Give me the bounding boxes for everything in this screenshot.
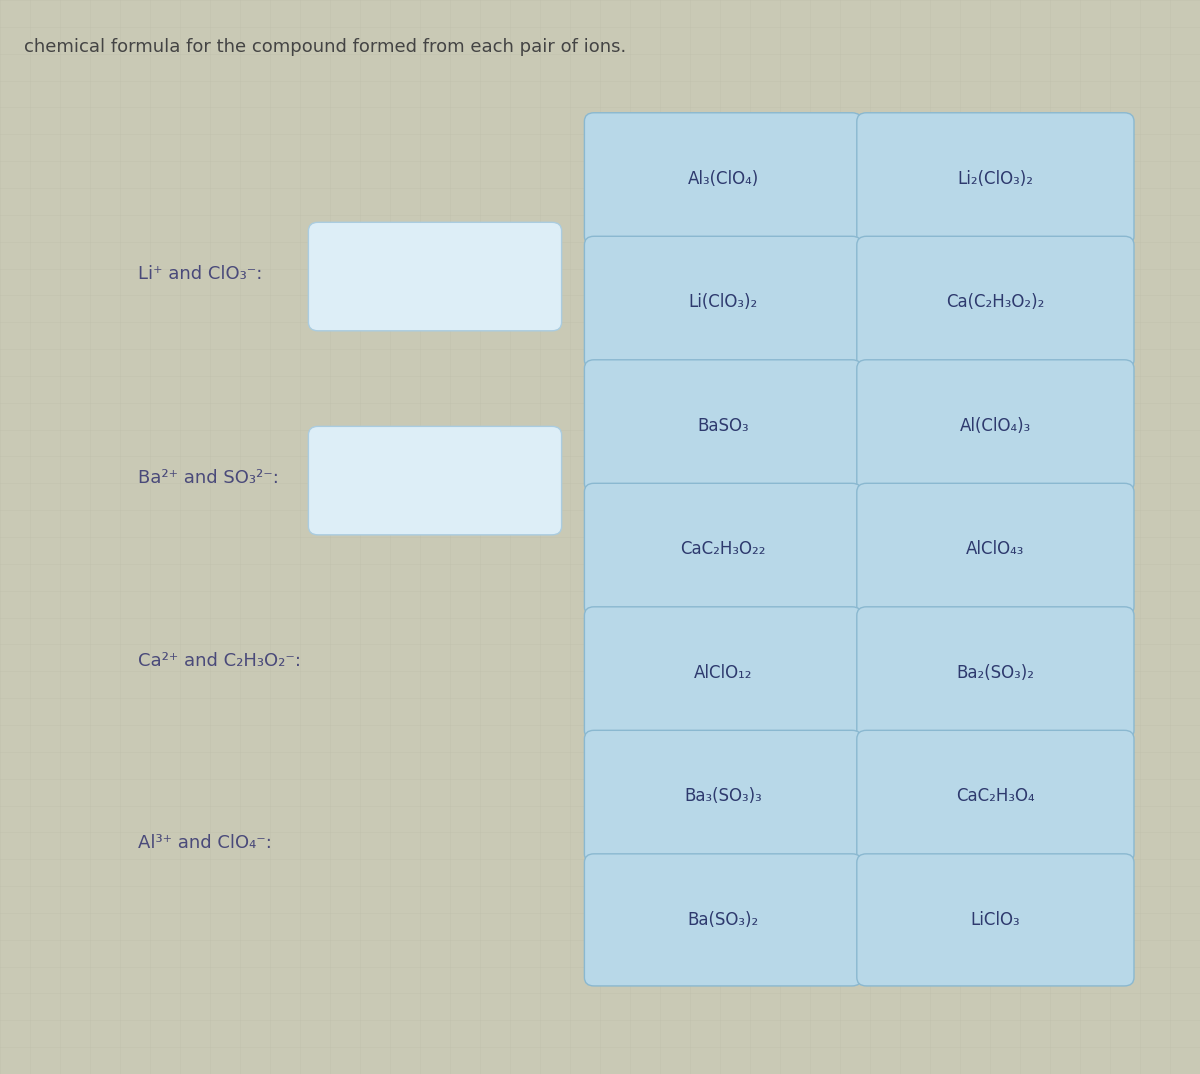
FancyBboxPatch shape [857,483,1134,615]
Text: CaC₂H₃O₂₂: CaC₂H₃O₂₂ [680,540,766,558]
Text: Li⁺ and ClO₃⁻:: Li⁺ and ClO₃⁻: [138,265,263,282]
Text: CaC₂H₃O₄: CaC₂H₃O₄ [956,787,1034,806]
FancyBboxPatch shape [584,483,862,615]
FancyBboxPatch shape [308,426,562,535]
FancyBboxPatch shape [857,854,1134,986]
Text: Ba(SO₃)₂: Ba(SO₃)₂ [688,911,758,929]
FancyBboxPatch shape [584,854,862,986]
FancyBboxPatch shape [857,236,1134,368]
Text: Li₂(ClO₃)₂: Li₂(ClO₃)₂ [958,170,1033,188]
FancyBboxPatch shape [584,113,862,245]
FancyBboxPatch shape [584,730,862,862]
Text: LiClO₃: LiClO₃ [971,911,1020,929]
Text: Ba₂(SO₃)₂: Ba₂(SO₃)₂ [956,664,1034,682]
Text: Al(ClO₄)₃: Al(ClO₄)₃ [960,417,1031,435]
Text: Ca(C₂H₃O₂)₂: Ca(C₂H₃O₂)₂ [947,293,1044,311]
Text: chemical formula for the compound formed from each pair of ions.: chemical formula for the compound formed… [24,38,626,56]
Text: Li(ClO₃)₂: Li(ClO₃)₂ [689,293,757,311]
Text: AlClO₁₂: AlClO₁₂ [694,664,752,682]
FancyBboxPatch shape [857,113,1134,245]
FancyBboxPatch shape [857,360,1134,492]
Text: Al₃(ClO₄): Al₃(ClO₄) [688,170,758,188]
FancyBboxPatch shape [584,236,862,368]
FancyBboxPatch shape [857,607,1134,739]
FancyBboxPatch shape [584,360,862,492]
Text: Ba²⁺ and SO₃²⁻:: Ba²⁺ and SO₃²⁻: [138,469,278,487]
Text: Al³⁺ and ClO₄⁻:: Al³⁺ and ClO₄⁻: [138,834,272,852]
FancyBboxPatch shape [584,607,862,739]
FancyBboxPatch shape [308,222,562,331]
Text: AlClO₄₃: AlClO₄₃ [966,540,1025,558]
Text: Ca²⁺ and C₂H₃O₂⁻:: Ca²⁺ and C₂H₃O₂⁻: [138,652,301,669]
Text: BaSO₃: BaSO₃ [697,417,749,435]
Text: Ba₃(SO₃)₃: Ba₃(SO₃)₃ [684,787,762,806]
FancyBboxPatch shape [857,730,1134,862]
